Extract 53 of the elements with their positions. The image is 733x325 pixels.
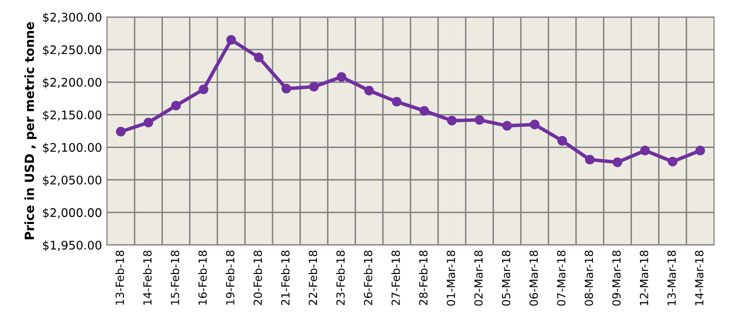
y-tick-label: $2,050.00 [43,175,102,186]
point [392,96,402,107]
point [474,115,484,125]
y-tick-label: $2,200.00 [43,78,102,88]
point [309,82,319,92]
point [198,84,208,94]
point [447,116,457,126]
x-tick-label: 16-Feb-18 [198,250,207,305]
point [640,146,650,156]
point [502,120,512,131]
y-tick-label: $2,300.00 [43,12,102,24]
x-tick-label: 20-Feb-18 [253,250,262,306]
point [281,84,292,94]
x-tick-label: 12-Mar-18 [640,250,648,306]
x-tick-label: 01-Mar-18 [446,250,456,306]
point [612,157,622,168]
x-tick-label: 27-Feb-18 [391,250,400,306]
x-tick-label: 22-Feb-18 [308,250,318,306]
x-tick-label: 26-Feb-18 [364,250,372,306]
point [254,52,264,62]
point [364,86,374,96]
x-tick-label: 09-Mar-18 [612,250,621,306]
x-tick-label: 15-Feb-18 [170,250,180,305]
y-tick-label: $2,250.00 [43,45,102,56]
x-tick-label: 23-Feb-18 [336,250,345,306]
x-tick-label: 08-Mar-18 [584,250,594,306]
x-tick-label: 05-Mar-18 [502,250,510,306]
x-tick-label: 14-Feb-18 [143,250,152,305]
x-tick-label: 13-Feb-18 [115,250,124,305]
x-tick-label: 07-Mar-18 [557,250,566,306]
y-tick-label: $2,100.00 [43,142,102,154]
point [171,100,181,110]
point [557,136,568,146]
point [226,34,236,45]
x-tick-label: 13-Mar-18 [667,250,676,306]
point [336,72,346,82]
point [668,156,678,166]
x-tick-label: 14-Mar-18 [695,250,704,306]
x-tick-label: 06-Mar-18 [529,250,538,306]
y-tick-label: $2,000.00 [43,208,102,219]
x-tick-label: 02-Mar-18 [474,250,483,306]
point [116,126,126,137]
point [419,106,430,116]
point [584,154,595,165]
point [530,120,540,130]
y-tick-label: $2,150.00 [43,110,102,121]
x-tick-label: 28-Feb-18 [418,250,428,306]
y-axis-title: Price in USD , per metric tonne [24,22,36,240]
y-tick-label: $1,950.00 [43,240,102,252]
point [695,146,706,156]
x-tick-label: 21-Feb-18 [280,250,290,306]
point [144,118,154,128]
x-tick-label: 19-Feb-18 [226,250,234,305]
